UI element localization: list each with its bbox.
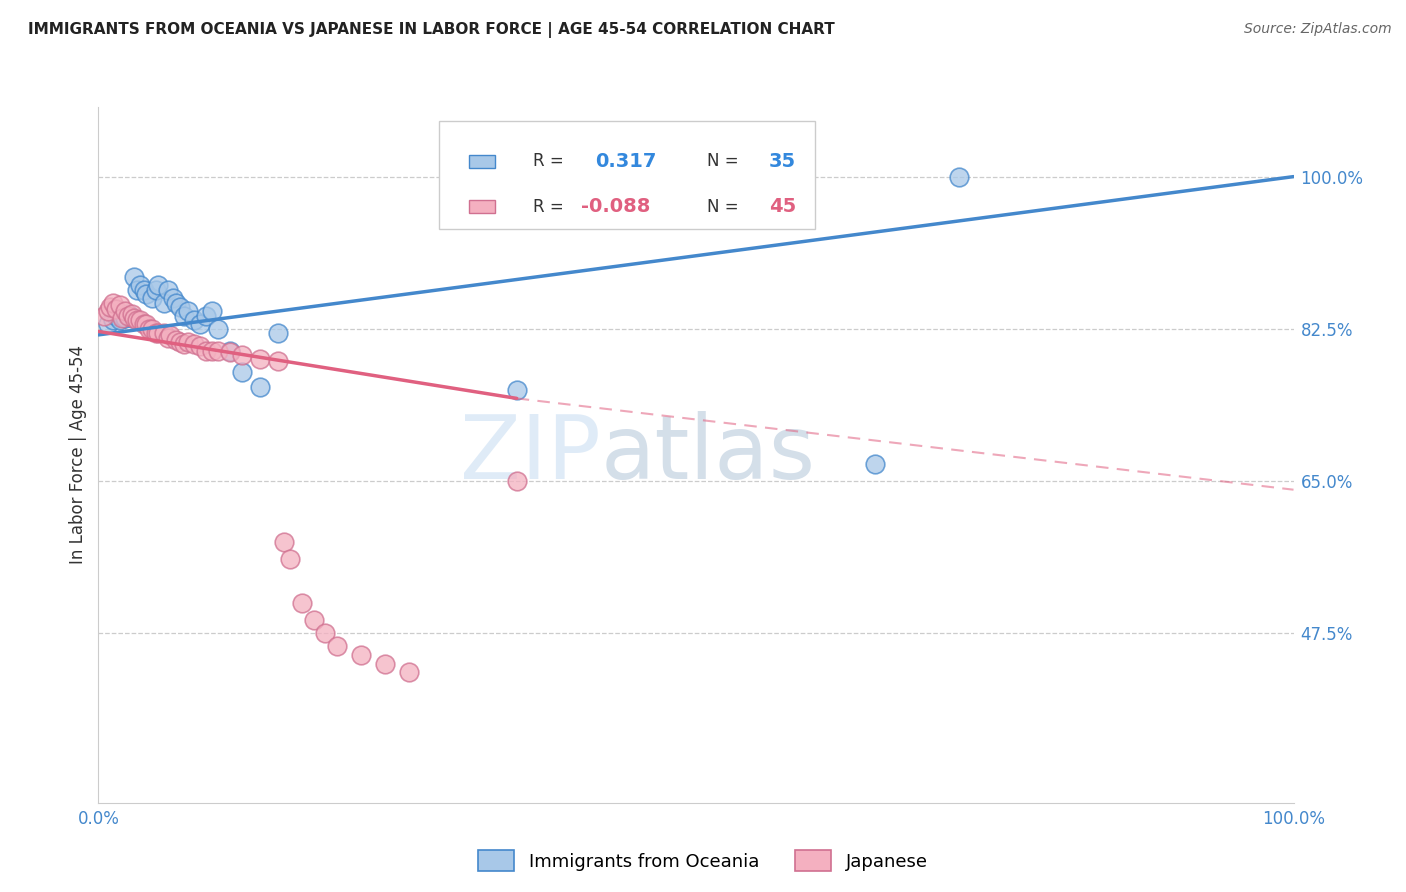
Point: [129, 278, 152, 293]
Point: [121, 307, 143, 321]
Point: [326, 639, 349, 653]
Point: [93, 309, 115, 323]
Text: 45: 45: [769, 197, 796, 216]
Point: [169, 334, 191, 349]
Point: [201, 304, 224, 318]
Point: [98, 300, 122, 314]
Point: [506, 474, 529, 488]
Point: [398, 665, 420, 680]
Point: [302, 613, 325, 627]
Point: [177, 304, 200, 318]
Point: [249, 352, 271, 367]
FancyBboxPatch shape: [439, 121, 815, 229]
Point: [159, 327, 181, 342]
Text: R =: R =: [533, 153, 569, 170]
Point: [173, 309, 195, 323]
Point: [111, 309, 134, 323]
Point: [132, 283, 155, 297]
Point: [114, 304, 136, 318]
Point: [105, 301, 128, 316]
Point: [177, 334, 200, 349]
Point: [153, 295, 176, 310]
Point: [114, 310, 136, 325]
Point: [97, 318, 120, 332]
Point: [153, 326, 176, 341]
Point: [169, 300, 191, 314]
Text: R =: R =: [533, 197, 569, 216]
Point: [183, 313, 205, 327]
Point: [121, 310, 143, 325]
Point: [219, 343, 242, 358]
Point: [156, 330, 179, 344]
Point: [145, 326, 167, 341]
Point: [231, 365, 253, 379]
Text: N =: N =: [707, 153, 744, 170]
Point: [108, 298, 131, 312]
Point: [315, 626, 337, 640]
Legend: Immigrants from Oceania, Japanese: Immigrants from Oceania, Japanese: [471, 843, 935, 879]
Point: [165, 333, 187, 347]
Point: [111, 310, 134, 325]
Point: [148, 278, 170, 293]
Point: [194, 309, 218, 323]
Point: [506, 383, 529, 397]
Point: [863, 457, 887, 471]
Point: [101, 295, 124, 310]
Point: [124, 269, 146, 284]
Point: [125, 313, 148, 327]
Y-axis label: In Labor Force | Age 45-54: In Labor Force | Age 45-54: [69, 345, 87, 565]
FancyBboxPatch shape: [470, 154, 495, 168]
Point: [97, 304, 120, 318]
Point: [231, 348, 253, 362]
Point: [135, 287, 157, 301]
Point: [188, 339, 211, 353]
Point: [194, 343, 218, 358]
Point: [125, 283, 148, 297]
Point: [117, 307, 139, 321]
Point: [108, 313, 131, 327]
Point: [273, 535, 295, 549]
Point: [249, 380, 271, 394]
Point: [350, 648, 373, 662]
Point: [124, 310, 146, 325]
Point: [148, 326, 170, 341]
Text: 35: 35: [769, 152, 796, 170]
Point: [135, 318, 157, 332]
Text: Source: ZipAtlas.com: Source: ZipAtlas.com: [1244, 22, 1392, 37]
Point: [101, 313, 124, 327]
Point: [291, 596, 314, 610]
Point: [219, 345, 242, 359]
Point: [156, 283, 179, 297]
Point: [117, 309, 139, 323]
Text: IMMIGRANTS FROM OCEANIA VS JAPANESE IN LABOR FORCE | AGE 45-54 CORRELATION CHART: IMMIGRANTS FROM OCEANIA VS JAPANESE IN L…: [28, 22, 835, 38]
Text: N =: N =: [707, 197, 744, 216]
Point: [267, 326, 290, 341]
Point: [162, 291, 184, 305]
Point: [278, 552, 301, 566]
Point: [267, 354, 290, 368]
Point: [141, 322, 163, 336]
Text: atlas: atlas: [600, 411, 815, 499]
Text: 0.317: 0.317: [596, 152, 657, 170]
Point: [183, 336, 205, 351]
Point: [201, 343, 224, 358]
Point: [132, 318, 155, 332]
Point: [188, 318, 211, 332]
Point: [165, 295, 187, 310]
Point: [374, 657, 396, 671]
FancyBboxPatch shape: [470, 200, 495, 213]
Text: ZIP: ZIP: [460, 411, 600, 499]
Text: -0.088: -0.088: [581, 197, 651, 216]
Point: [207, 343, 229, 358]
Point: [145, 283, 167, 297]
Point: [948, 169, 970, 184]
Point: [141, 291, 163, 305]
Point: [129, 313, 152, 327]
Point: [138, 322, 160, 336]
Point: [173, 336, 195, 351]
Point: [207, 322, 229, 336]
Point: [105, 309, 128, 323]
